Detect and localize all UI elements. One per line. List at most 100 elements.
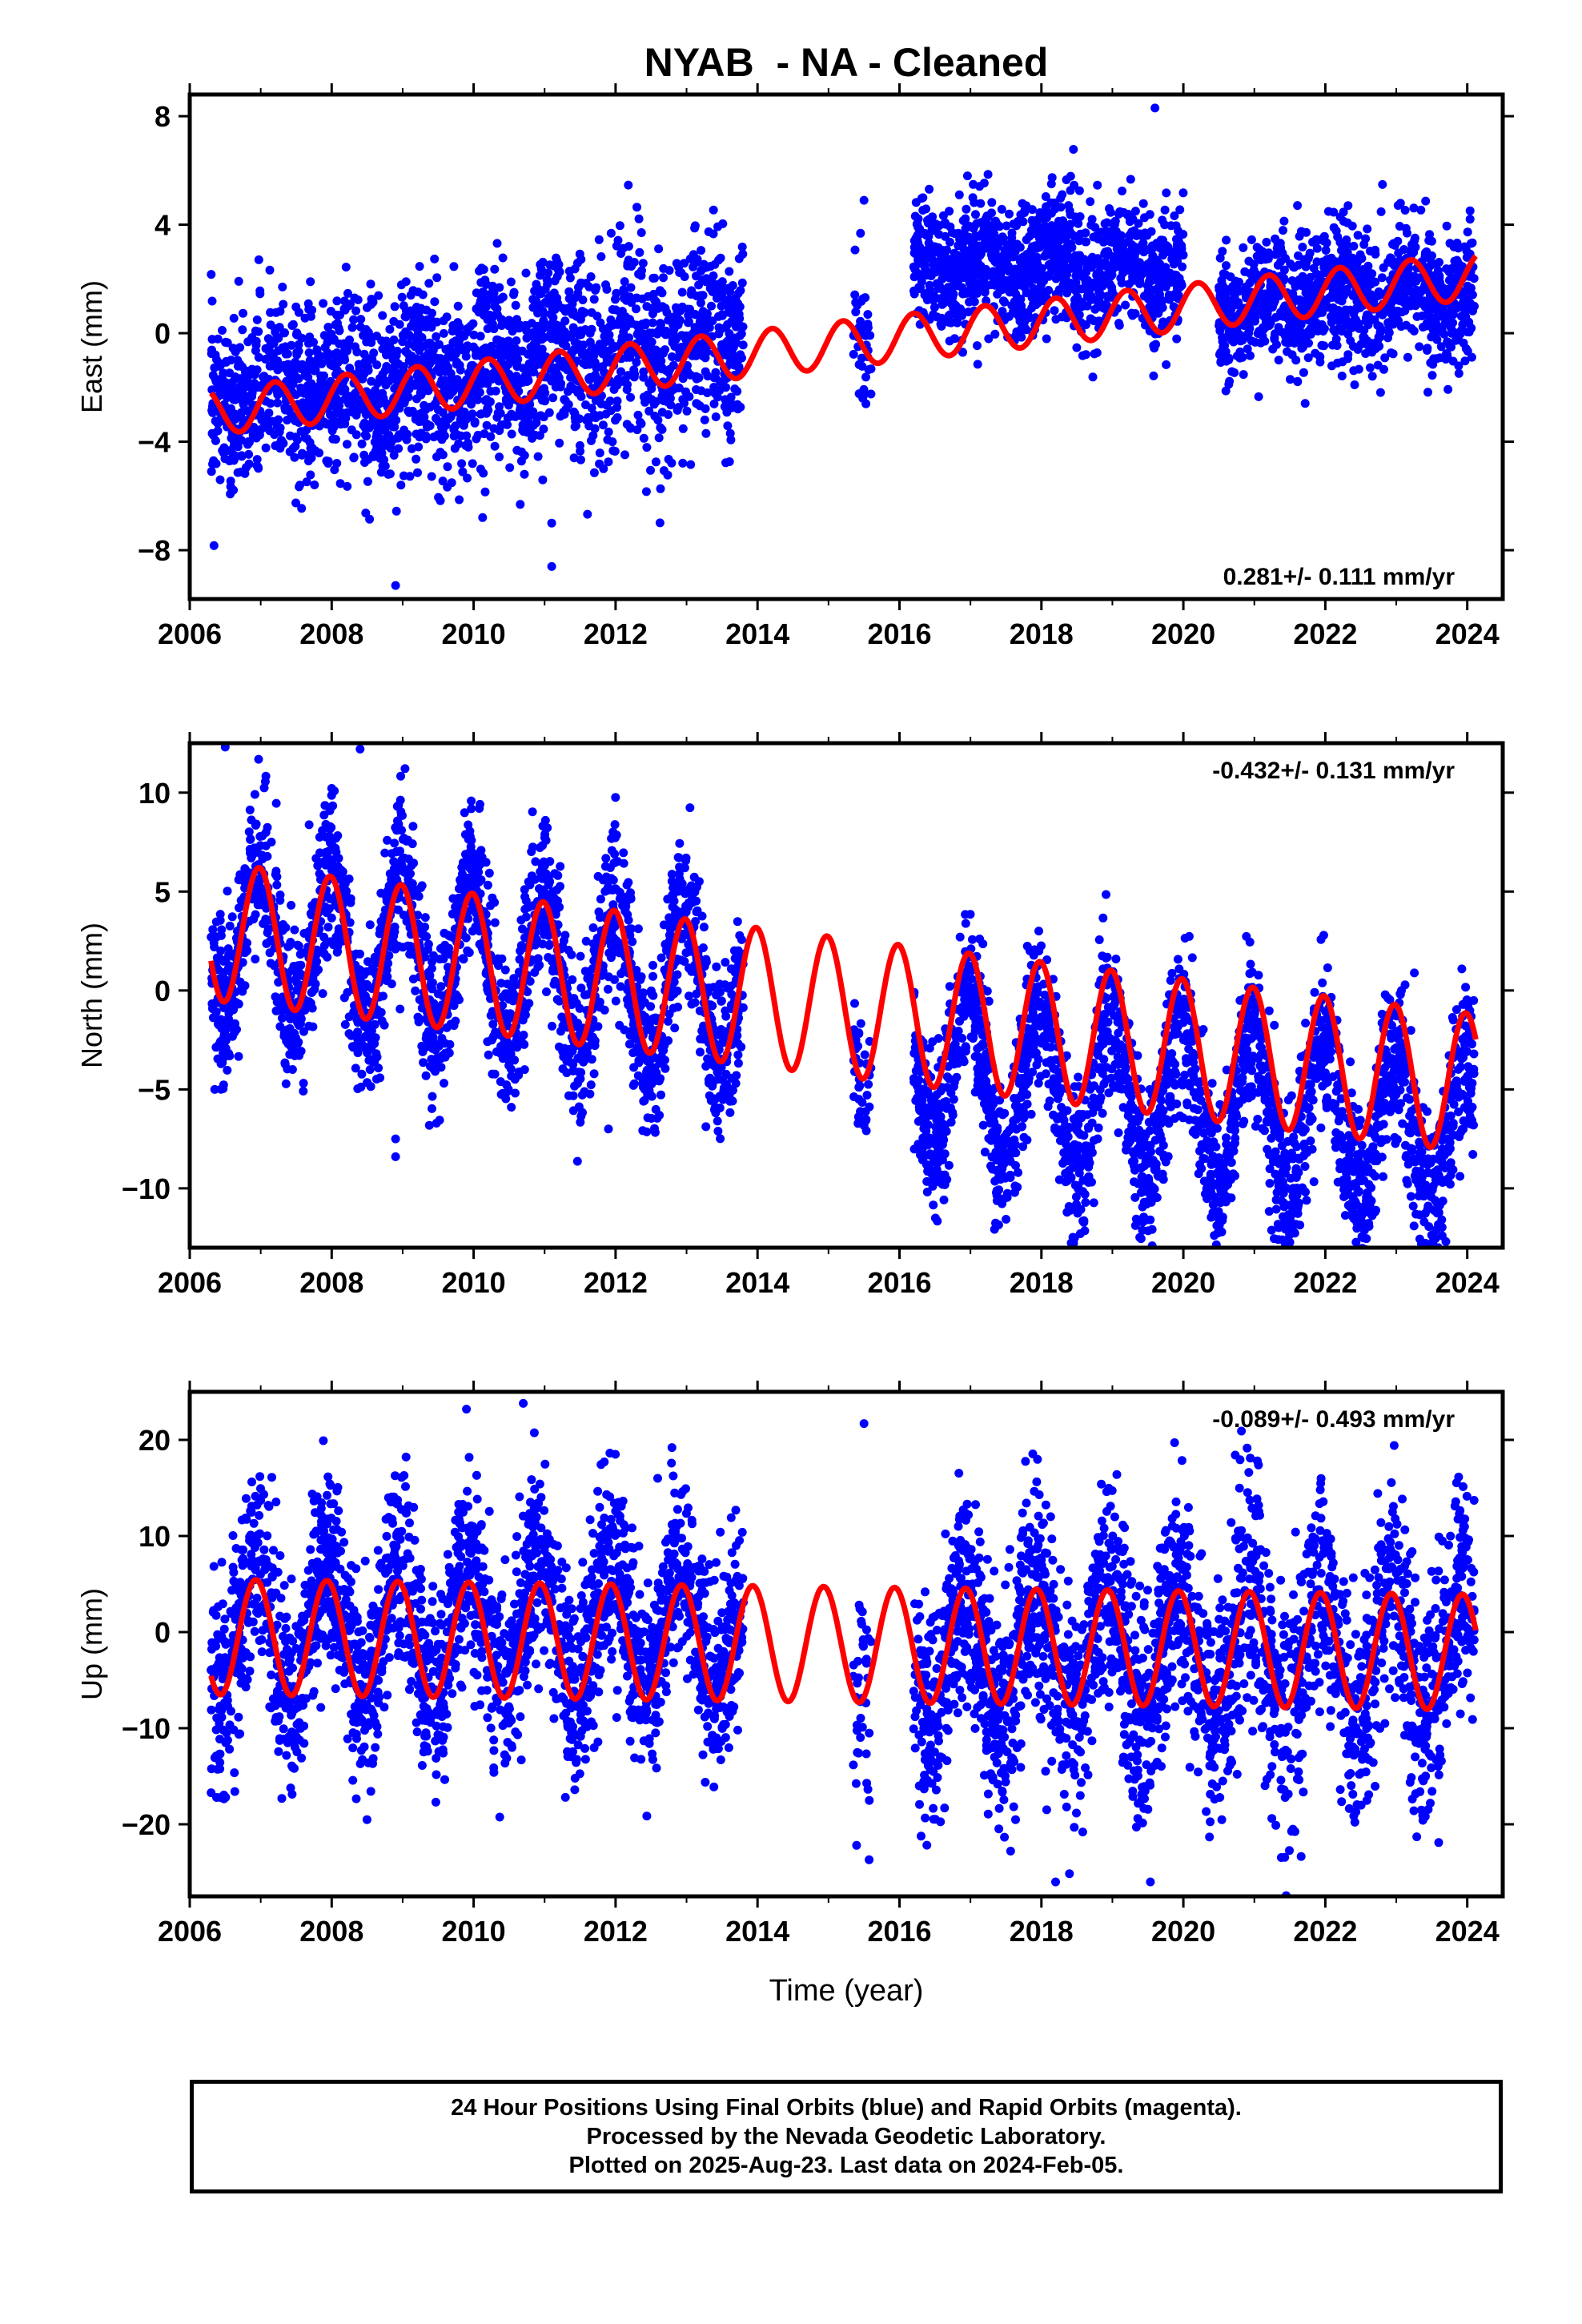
north-point [556,862,565,871]
east-point [1396,322,1406,332]
east-point [360,430,370,440]
east-point [423,315,432,324]
east-point [545,260,555,270]
east-point [600,332,609,341]
east-point [1017,253,1026,263]
east-point [447,352,456,362]
east-point [612,412,622,422]
east-point [532,347,541,356]
east-point [612,320,622,329]
east-point [1178,251,1188,260]
east-point [1326,256,1335,266]
east-point [294,308,303,317]
east-point [454,439,464,448]
north-point [287,900,296,910]
east-point [861,331,870,340]
east-point [1245,269,1255,278]
east-point [399,301,408,311]
east-point [482,420,492,430]
east-point [954,190,964,199]
east-point [378,311,387,320]
east-point [1378,179,1387,189]
east-point [973,360,982,369]
east-point [271,308,281,317]
east-point [1268,344,1278,354]
east-point [1127,243,1137,253]
east-point [489,348,499,358]
east-point [574,283,583,292]
east-point [424,279,434,288]
east-point [405,381,415,390]
east-point [1465,206,1475,215]
figure-title: NYAB - NA - Cleaned [644,40,1049,85]
east-point [276,436,286,445]
east-point [504,321,514,331]
east-point [518,412,528,421]
east-point [356,322,365,332]
east-point [1459,338,1468,348]
east-point [576,255,586,264]
east-point [213,382,223,392]
east-point [1060,266,1070,275]
east-point [1322,238,1331,247]
east-point [960,231,970,240]
east-point [713,392,722,402]
east-point [595,459,604,468]
east-point [615,221,624,231]
east-point [330,465,339,475]
east-point [415,262,424,271]
north-point [484,1050,493,1059]
east-point [1149,371,1158,380]
east-point [495,402,504,412]
east-point [357,439,367,448]
east-point [1070,231,1079,241]
east-point [1359,333,1369,343]
east-point [630,369,640,379]
east-point [911,271,921,280]
east-point [379,393,388,403]
east-point [698,291,708,300]
east-point [234,434,243,444]
east-point [1130,309,1140,318]
east-point [576,330,586,340]
east-point [620,277,629,287]
panel-north: 2006 2008 2010 2012 2014 2016 2018 2020 2022 2024… [75,732,1514,1299]
east-point [1219,269,1228,279]
east-point [233,442,243,452]
east-point [1400,206,1410,215]
east-point [736,286,745,296]
east-point [460,378,469,388]
east-point [717,311,727,320]
east-y-axis-label: East (mm) [75,280,108,413]
east-point [1395,222,1404,231]
east-point [580,360,590,369]
east-point [505,463,515,472]
east-point [909,236,919,246]
east-velocity-annotation: 0.281+/- 0.111 mm/yr [1223,564,1456,590]
east-point [663,470,673,480]
east-point [527,319,536,328]
east-point [347,323,357,332]
east-point [863,310,873,320]
east-point [1279,216,1289,226]
east-point [488,371,498,380]
east-point [665,364,675,374]
east-point [997,204,1006,214]
east-point [458,467,468,476]
east-point [209,541,219,550]
east-point [1032,243,1042,253]
east-point [616,249,626,258]
east-point [734,304,744,313]
east-point [390,302,400,312]
east-point [506,277,516,287]
north-point [648,971,657,981]
east-point [361,509,371,518]
east-point [1299,368,1308,377]
east-point [590,370,600,380]
north-point [259,783,269,793]
east-point [469,330,479,340]
east-point [492,304,502,314]
east-point [1238,336,1247,345]
east-point [1279,226,1287,235]
east-point [1099,304,1109,313]
